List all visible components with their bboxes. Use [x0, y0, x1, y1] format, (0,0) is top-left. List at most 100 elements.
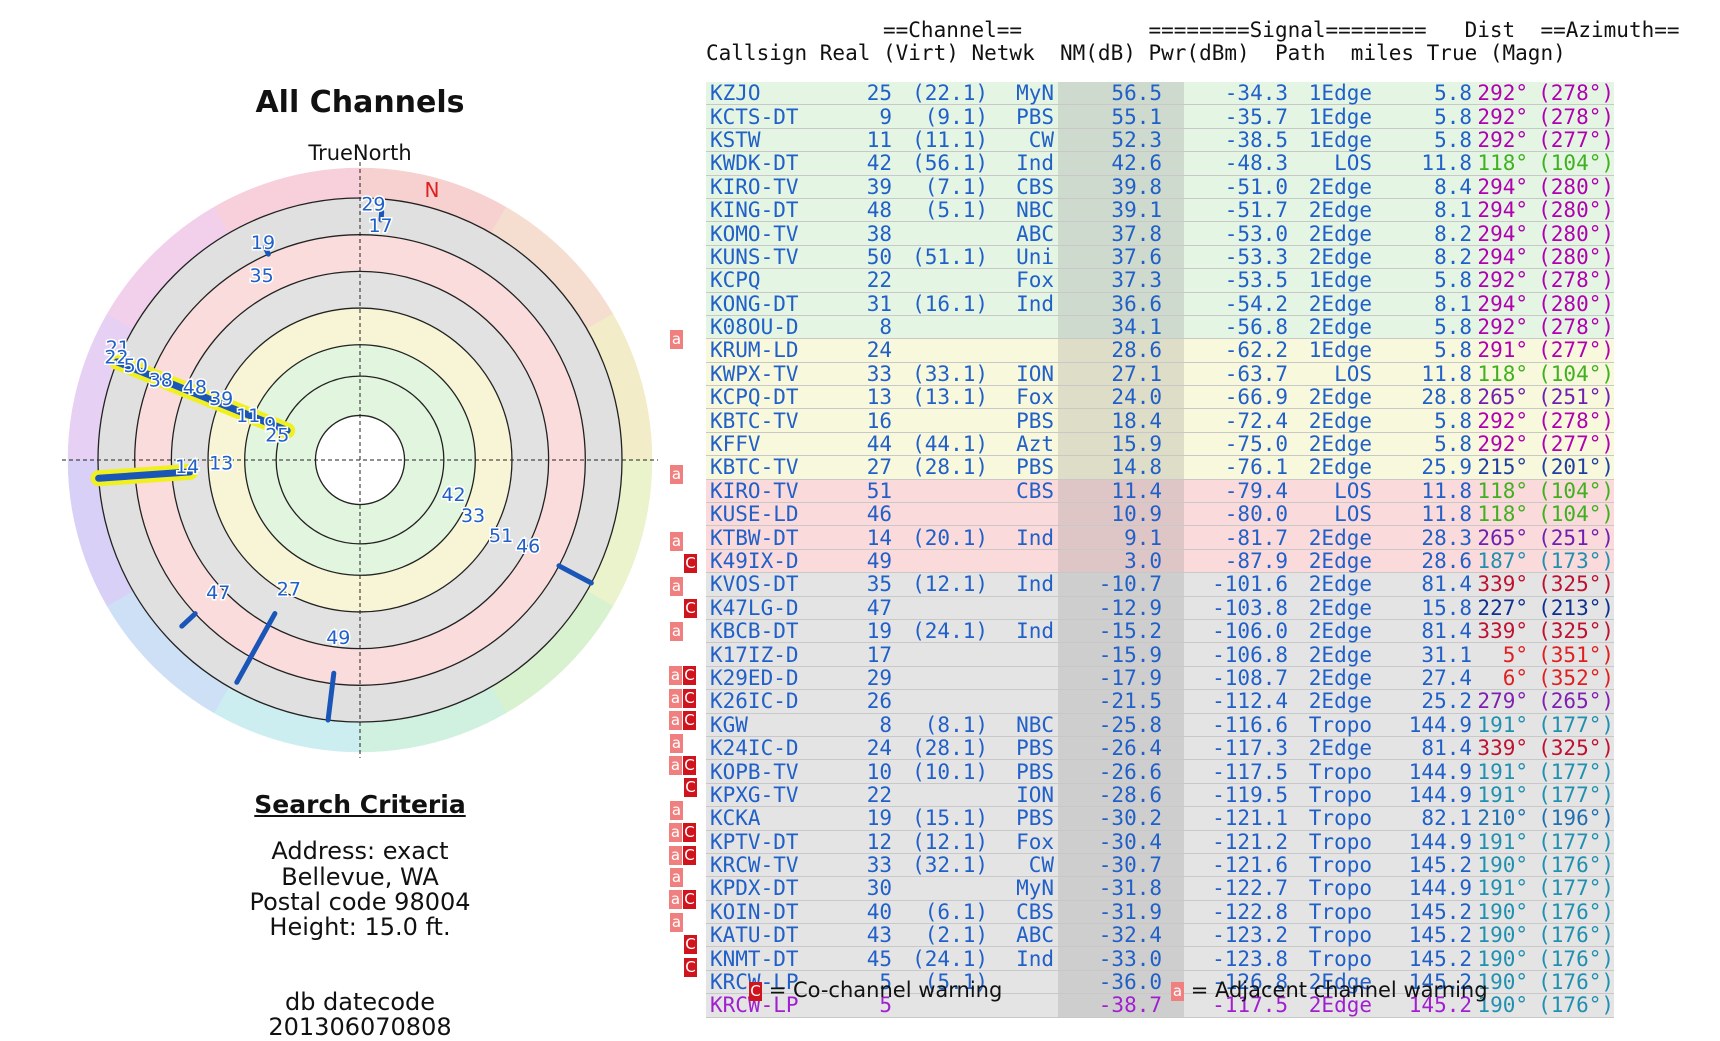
adjacent-channel-warning-icon: a: [1171, 981, 1184, 1001]
table-row: KCPQ-DT 13 (13.1) Fox 24.0 -66.9 2Edge 28.8 265°…: [706, 385, 1614, 410]
cell-noise-margin: 52.3: [1058, 128, 1184, 153]
cell-power: -79.4: [1184, 479, 1288, 504]
cell-path: 1Edge: [1288, 338, 1372, 363]
cell-real-channel: 48: [840, 198, 892, 223]
cell-callsign: KCKA: [706, 806, 840, 831]
cell-real-channel: 31: [840, 292, 892, 316]
cell-distance: 8.4: [1372, 175, 1472, 199]
cell-virtual-channel: (5.1): [892, 970, 992, 995]
cell-callsign: KWPX-TV: [706, 362, 840, 387]
cell-power: -38.5: [1184, 128, 1288, 153]
cell-magnetic-azimuth: (280°): [1528, 292, 1614, 316]
cell-real-channel: 43: [840, 923, 892, 948]
cell-true-azimuth: 191°: [1472, 783, 1528, 808]
cell-virtual-channel: [892, 268, 992, 293]
table-row: KING-DT 48 (5.1) NBC 39.1 -51.7 2Edge 8.1 294° (2…: [706, 198, 1614, 223]
cell-magnetic-azimuth: (277°): [1528, 128, 1614, 153]
row-warning-badges: a: [668, 867, 706, 887]
cell-magnetic-azimuth: (176°): [1528, 853, 1614, 878]
cell-callsign: KOMO-TV: [706, 221, 840, 246]
db-datecode-label: db datecode: [284, 988, 436, 1016]
cell-network: CBS: [992, 175, 1058, 199]
cell-callsign: KIRO-TV: [706, 175, 840, 199]
cell-distance: 144.9: [1372, 783, 1472, 808]
cell-callsign: KGW: [706, 713, 840, 737]
cell-power: -121.1: [1184, 806, 1288, 831]
cell-distance: 145.2: [1372, 970, 1472, 995]
cell-true-azimuth: 191°: [1472, 713, 1528, 737]
cell-noise-margin: -28.6: [1058, 783, 1184, 808]
cell-network: [992, 666, 1058, 691]
table-row: K26IC-D 26 -21.5 -112.4 2Edge 25.2 279° (265°): [706, 689, 1614, 714]
cell-power: -75.0: [1184, 432, 1288, 457]
cell-magnetic-azimuth: (280°): [1528, 175, 1614, 199]
cell-distance: 11.8: [1372, 362, 1472, 387]
cell-network: PBS: [992, 455, 1058, 480]
cell-virtual-channel: [892, 666, 992, 691]
table-row: K49IX-D 49 3.0 -87.9 2Edge 28.6 187° (173°): [706, 549, 1614, 574]
page-title: All Channels: [255, 85, 465, 120]
cell-noise-margin: -17.9: [1058, 666, 1184, 691]
co-channel-warning-icon: C: [683, 688, 696, 708]
table-row: KUNS-TV 50 (51.1) Uni 37.6 -53.3 2Edge 8.2 294°(…: [706, 245, 1614, 270]
cell-network: ION: [992, 362, 1058, 387]
adjacent-channel-warning-icon: a: [669, 688, 682, 708]
cell-real-channel: 27: [840, 455, 892, 480]
signal-bar: [113, 358, 291, 435]
cell-true-azimuth: 6°: [1472, 666, 1528, 691]
cell-distance: 5.8: [1372, 338, 1472, 363]
cell-noise-margin: 39.8: [1058, 175, 1184, 199]
adjacent-channel-warning-icon: a: [669, 845, 682, 865]
cell-true-azimuth: 118°: [1472, 502, 1528, 527]
cell-distance: 81.4: [1372, 619, 1472, 644]
cell-network: NBC: [992, 198, 1058, 223]
cell-callsign: KTBW-DT: [706, 525, 840, 550]
cell-virtual-channel: (24.1): [892, 946, 992, 971]
cell-true-azimuth: 265°: [1472, 385, 1528, 410]
table-row: K17IZ-D 17 -15.9 -106.8 2Edge 31.1 5° (351°): [706, 642, 1614, 667]
cell-true-azimuth: 279°: [1472, 689, 1528, 714]
cell-true-azimuth: 339°: [1472, 572, 1528, 597]
cell-callsign: KBCB-DT: [706, 619, 840, 644]
cell-noise-margin: 36.6: [1058, 292, 1184, 316]
row-warning-badges: a: [668, 800, 706, 820]
cell-distance: 5.8: [1372, 315, 1472, 340]
cell-power: -51.7: [1184, 198, 1288, 223]
cell-distance: 81.4: [1372, 736, 1472, 761]
table-row: KPTV-DT 12 (12.1) Fox -30.4 -121.2 Tropo 144.9 1…: [706, 830, 1614, 854]
cell-virtual-channel: (2.1): [892, 923, 992, 948]
channel-label: 11: [236, 405, 260, 427]
cell-distance: 144.9: [1372, 759, 1472, 784]
cell-network: Fox: [992, 830, 1058, 854]
cell-distance: 28.3: [1372, 525, 1472, 550]
cell-virtual-channel: (20.1): [892, 525, 992, 550]
cell-real-channel: 33: [840, 362, 892, 387]
cell-magnetic-azimuth: (177°): [1528, 876, 1614, 901]
cell-magnetic-azimuth: (352°): [1528, 666, 1614, 691]
cell-magnetic-azimuth: (265°): [1528, 689, 1614, 714]
cell-network: ABC: [992, 923, 1058, 948]
table-row: KATU-DT 43 (2.1) ABC -32.4 -123.2 Tropo 145.2 19…: [706, 923, 1614, 948]
cell-magnetic-azimuth: (278°): [1528, 268, 1614, 293]
cell-callsign: KBTC-TV: [706, 455, 840, 480]
cell-noise-margin: 3.0: [1058, 549, 1184, 574]
cell-path: 2Edge: [1288, 596, 1372, 620]
cell-path: 2Edge: [1288, 175, 1372, 199]
cell-noise-margin: -36.0: [1058, 970, 1184, 995]
cell-magnetic-azimuth: (104°): [1528, 479, 1614, 504]
cell-virtual-channel: [892, 876, 992, 901]
cell-callsign: KCTS-DT: [706, 104, 840, 129]
cell-noise-margin: 34.1: [1058, 315, 1184, 340]
cell-power: -106.8: [1184, 642, 1288, 667]
cell-magnetic-azimuth: (325°): [1528, 619, 1614, 644]
cell-magnetic-azimuth: (176°): [1528, 970, 1614, 995]
cell-noise-margin: 39.1: [1058, 198, 1184, 223]
cell-noise-margin: 10.9: [1058, 502, 1184, 527]
table-row: K08OU-D 8 34.1 -56.8 2Edge 5.8 292° (278°): [706, 315, 1614, 340]
cell-noise-margin: -33.0: [1058, 946, 1184, 971]
cell-virtual-channel: (28.1): [892, 455, 992, 480]
cell-noise-margin: -26.6: [1058, 759, 1184, 784]
cell-virtual-channel: (16.1): [892, 292, 992, 316]
